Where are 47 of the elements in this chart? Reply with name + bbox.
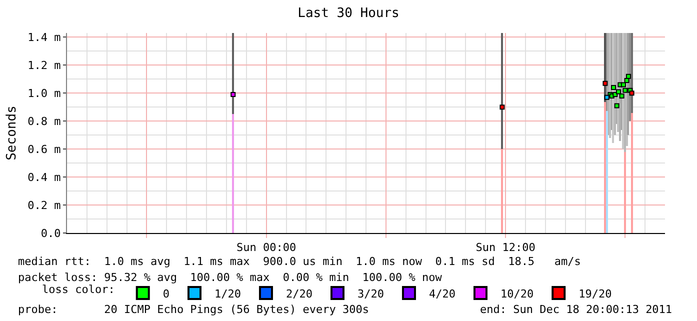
point xyxy=(500,104,505,110)
y-axis-title: Seconds xyxy=(4,106,20,160)
point xyxy=(626,74,631,79)
x-tick-label: Sun 12:00 xyxy=(476,241,536,254)
text: probe: 20 ICMP Echo Pings (56 Bytes) every 300s xyxy=(18,303,369,316)
point xyxy=(604,94,610,100)
legend-label: 4/20 xyxy=(428,287,456,300)
y-tick-label: 0.8 m xyxy=(28,114,62,128)
point xyxy=(611,85,616,90)
bar xyxy=(501,149,503,233)
y-tick-label: 0.6 m xyxy=(28,142,62,156)
point xyxy=(230,92,236,98)
bar xyxy=(606,111,608,233)
point xyxy=(602,80,608,86)
y-tick-label: 1.2 m xyxy=(28,59,62,72)
legend-label: 3/20 xyxy=(357,287,384,300)
bar xyxy=(631,33,633,113)
point xyxy=(622,88,628,93)
bar xyxy=(232,33,234,114)
x-tick-label: Sun 00:00 xyxy=(236,241,296,254)
y-tick-label: 0.4 m xyxy=(28,170,62,184)
y-tick-label: 1.0 m xyxy=(28,86,62,100)
point xyxy=(612,92,618,98)
point xyxy=(620,82,626,88)
legend-label: 0 xyxy=(162,287,170,300)
y-tick-label: 1.4 m xyxy=(28,31,62,44)
point xyxy=(629,90,634,96)
bar xyxy=(631,113,633,233)
point xyxy=(614,103,620,108)
legend-label: 19/20 xyxy=(578,287,612,300)
point xyxy=(624,78,630,84)
text: packet loss: 95.32 % avg 100.00 % max 0.00 % min 100.00 % now xyxy=(18,271,442,284)
bar xyxy=(232,114,234,233)
point xyxy=(619,93,624,98)
point xyxy=(616,89,621,94)
chart-title: Last 30 Hours xyxy=(298,6,400,22)
y-tick-label: 0.2 m xyxy=(28,198,62,212)
bar xyxy=(604,102,606,233)
legend-label: 10/20 xyxy=(500,287,534,300)
legend-label: 2/20 xyxy=(286,287,312,300)
bar xyxy=(501,33,503,149)
legend-label: 1/20 xyxy=(214,287,241,300)
y-tick-label: 0.0 xyxy=(40,226,61,240)
bar xyxy=(624,152,626,233)
legend-title: loss color: xyxy=(42,282,115,296)
text: end: Sun Dec 18 20:00:13 2011 xyxy=(480,303,672,316)
text: median rtt: 1.0 ms avg 1.1 ms max 900.0 us min 1.0 ms now 0.1 ms sd 18.5 am/s xyxy=(18,255,581,268)
